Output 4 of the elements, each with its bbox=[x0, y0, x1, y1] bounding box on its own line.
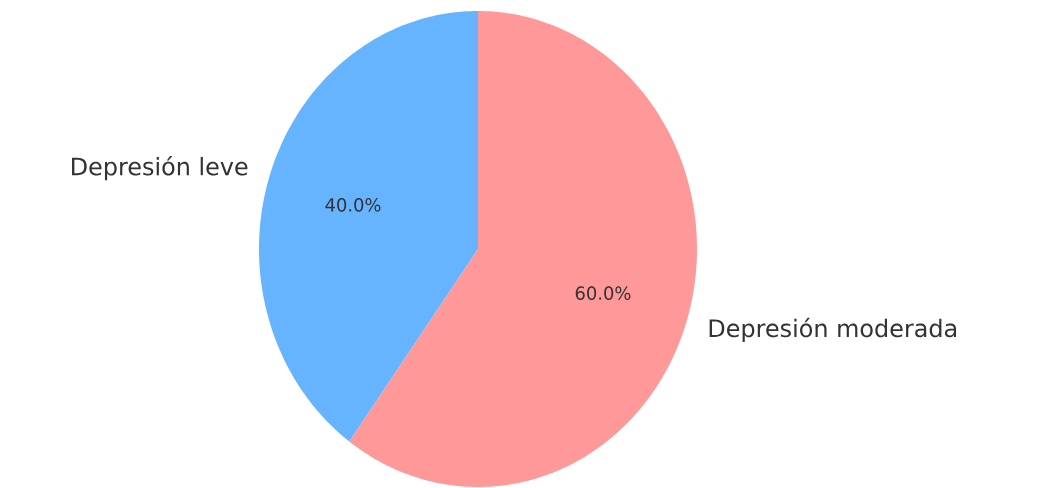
data-label: 40.0% bbox=[325, 198, 381, 212]
slice-label: Depresión moderada bbox=[709, 317, 957, 342]
data-label: 60.0% bbox=[575, 286, 631, 300]
slice-label: Depresión leve bbox=[72, 156, 248, 181]
